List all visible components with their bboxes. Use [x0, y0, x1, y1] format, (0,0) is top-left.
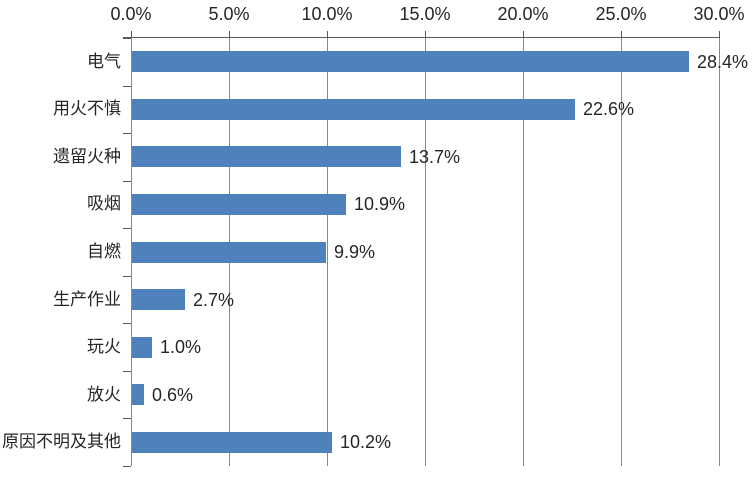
- category-label: 玩火: [87, 337, 121, 356]
- value-label: 13.7%: [409, 147, 461, 167]
- x-axis-tick-mark: [131, 31, 132, 38]
- gridline: [621, 38, 622, 466]
- value-label: 9.9%: [334, 242, 376, 262]
- gridline: [719, 38, 720, 466]
- y-axis-tick-mark: [123, 276, 131, 277]
- category-label: 生产作业: [53, 290, 121, 309]
- x-axis-tick-mark: [229, 31, 230, 38]
- x-axis-tick-label: 10.0%: [301, 4, 353, 24]
- bar: [132, 99, 575, 120]
- y-axis-tick-mark: [123, 371, 131, 372]
- y-axis-tick-mark: [123, 86, 131, 87]
- category-label: 用火不慎: [53, 99, 121, 118]
- x-axis-tick-label: 15.0%: [399, 4, 451, 24]
- bar: [132, 242, 326, 263]
- gridline: [327, 38, 328, 466]
- x-axis-tick-mark: [327, 31, 328, 38]
- category-label: 遗留火种: [53, 147, 121, 166]
- y-axis-tick-mark: [123, 133, 131, 134]
- bar: [132, 384, 144, 405]
- bar: [132, 194, 346, 215]
- x-axis-tick-label: 5.0%: [208, 4, 250, 24]
- category-label: 电气: [87, 52, 121, 71]
- y-axis-tick-mark: [123, 228, 131, 229]
- bar: [132, 432, 332, 453]
- x-axis-tick-mark: [621, 31, 622, 38]
- y-axis-tick-mark: [123, 466, 131, 467]
- bar: [132, 146, 401, 167]
- x-axis-tick-mark: [719, 31, 720, 38]
- value-label: 1.0%: [160, 337, 202, 357]
- category-label: 放火: [87, 385, 121, 404]
- gridline: [523, 38, 524, 466]
- value-label: 2.7%: [193, 290, 235, 310]
- category-label: 自燃: [87, 242, 121, 261]
- x-axis-tick-label: 25.0%: [595, 4, 647, 24]
- bar: [132, 289, 185, 310]
- value-label: 0.6%: [152, 385, 194, 405]
- gridline: [131, 38, 132, 466]
- bar: [132, 337, 152, 358]
- x-axis-tick-label: 0.0%: [110, 4, 152, 24]
- x-axis-tick-mark: [523, 31, 524, 38]
- bar: [132, 51, 689, 72]
- x-axis-line: [123, 37, 720, 38]
- value-label: 22.6%: [583, 99, 635, 119]
- y-axis-tick-mark: [123, 181, 131, 182]
- category-label: 原因不明及其他: [2, 432, 121, 451]
- x-axis-tick-mark: [425, 31, 426, 38]
- category-label: 吸烟: [87, 194, 121, 213]
- y-axis-tick-mark: [123, 323, 131, 324]
- value-label: 28.4%: [697, 52, 749, 72]
- x-axis-tick-label: 30.0%: [693, 4, 745, 24]
- value-label: 10.2%: [340, 432, 392, 452]
- y-axis-tick-mark: [123, 418, 131, 419]
- x-axis-tick-label: 20.0%: [497, 4, 549, 24]
- value-label: 10.9%: [354, 194, 406, 214]
- y-axis-tick-mark: [123, 38, 131, 39]
- gridline: [425, 38, 426, 466]
